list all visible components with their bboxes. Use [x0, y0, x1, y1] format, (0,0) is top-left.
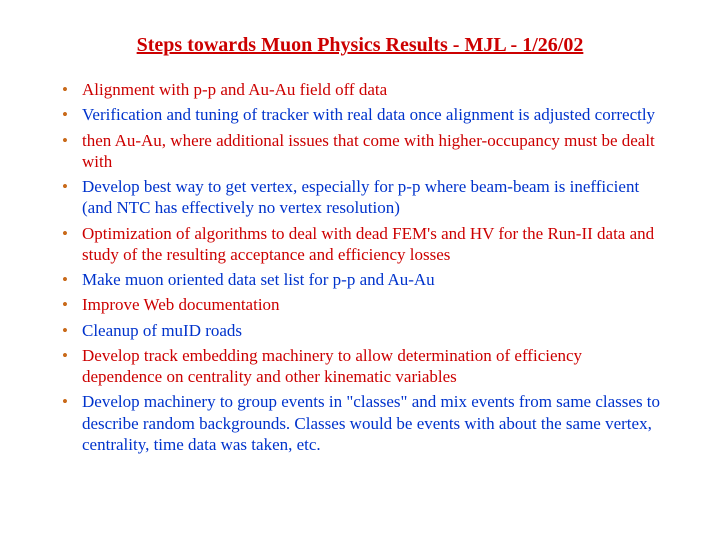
list-item: Verification and tuning of tracker with …	[56, 104, 664, 125]
list-item-text: Verification and tuning of tracker with …	[82, 105, 655, 124]
list-item: Develop machinery to group events in "cl…	[56, 391, 664, 455]
bullet-list: Alignment with p-p and Au-Au field off d…	[56, 79, 664, 455]
list-item-text: Optimization of algorithms to deal with …	[82, 224, 654, 264]
list-item-text: Develop machinery to group events in "cl…	[82, 392, 660, 454]
slide-title: Steps towards Muon Physics Results - MJL…	[56, 34, 664, 57]
list-item: Develop track embedding machinery to all…	[56, 345, 664, 388]
list-item-text: Make muon oriented data set list for p-p…	[82, 270, 435, 289]
list-item-text: Cleanup of muID roads	[82, 321, 242, 340]
slide: Steps towards Muon Physics Results - MJL…	[0, 0, 720, 540]
list-item: Make muon oriented data set list for p-p…	[56, 269, 664, 290]
list-item: then Au-Au, where additional issues that…	[56, 130, 664, 173]
list-item-text: Develop track embedding machinery to all…	[82, 346, 582, 386]
list-item-text: Improve Web documentation	[82, 295, 280, 314]
list-item: Cleanup of muID roads	[56, 320, 664, 341]
list-item: Alignment with p-p and Au-Au field off d…	[56, 79, 664, 100]
list-item-text: Develop best way to get vertex, especial…	[82, 177, 639, 217]
list-item: Optimization of algorithms to deal with …	[56, 223, 664, 266]
list-item: Improve Web documentation	[56, 294, 664, 315]
list-item: Develop best way to get vertex, especial…	[56, 176, 664, 219]
list-item-text: then Au-Au, where additional issues that…	[82, 131, 655, 171]
list-item-text: Alignment with p-p and Au-Au field off d…	[82, 80, 387, 99]
